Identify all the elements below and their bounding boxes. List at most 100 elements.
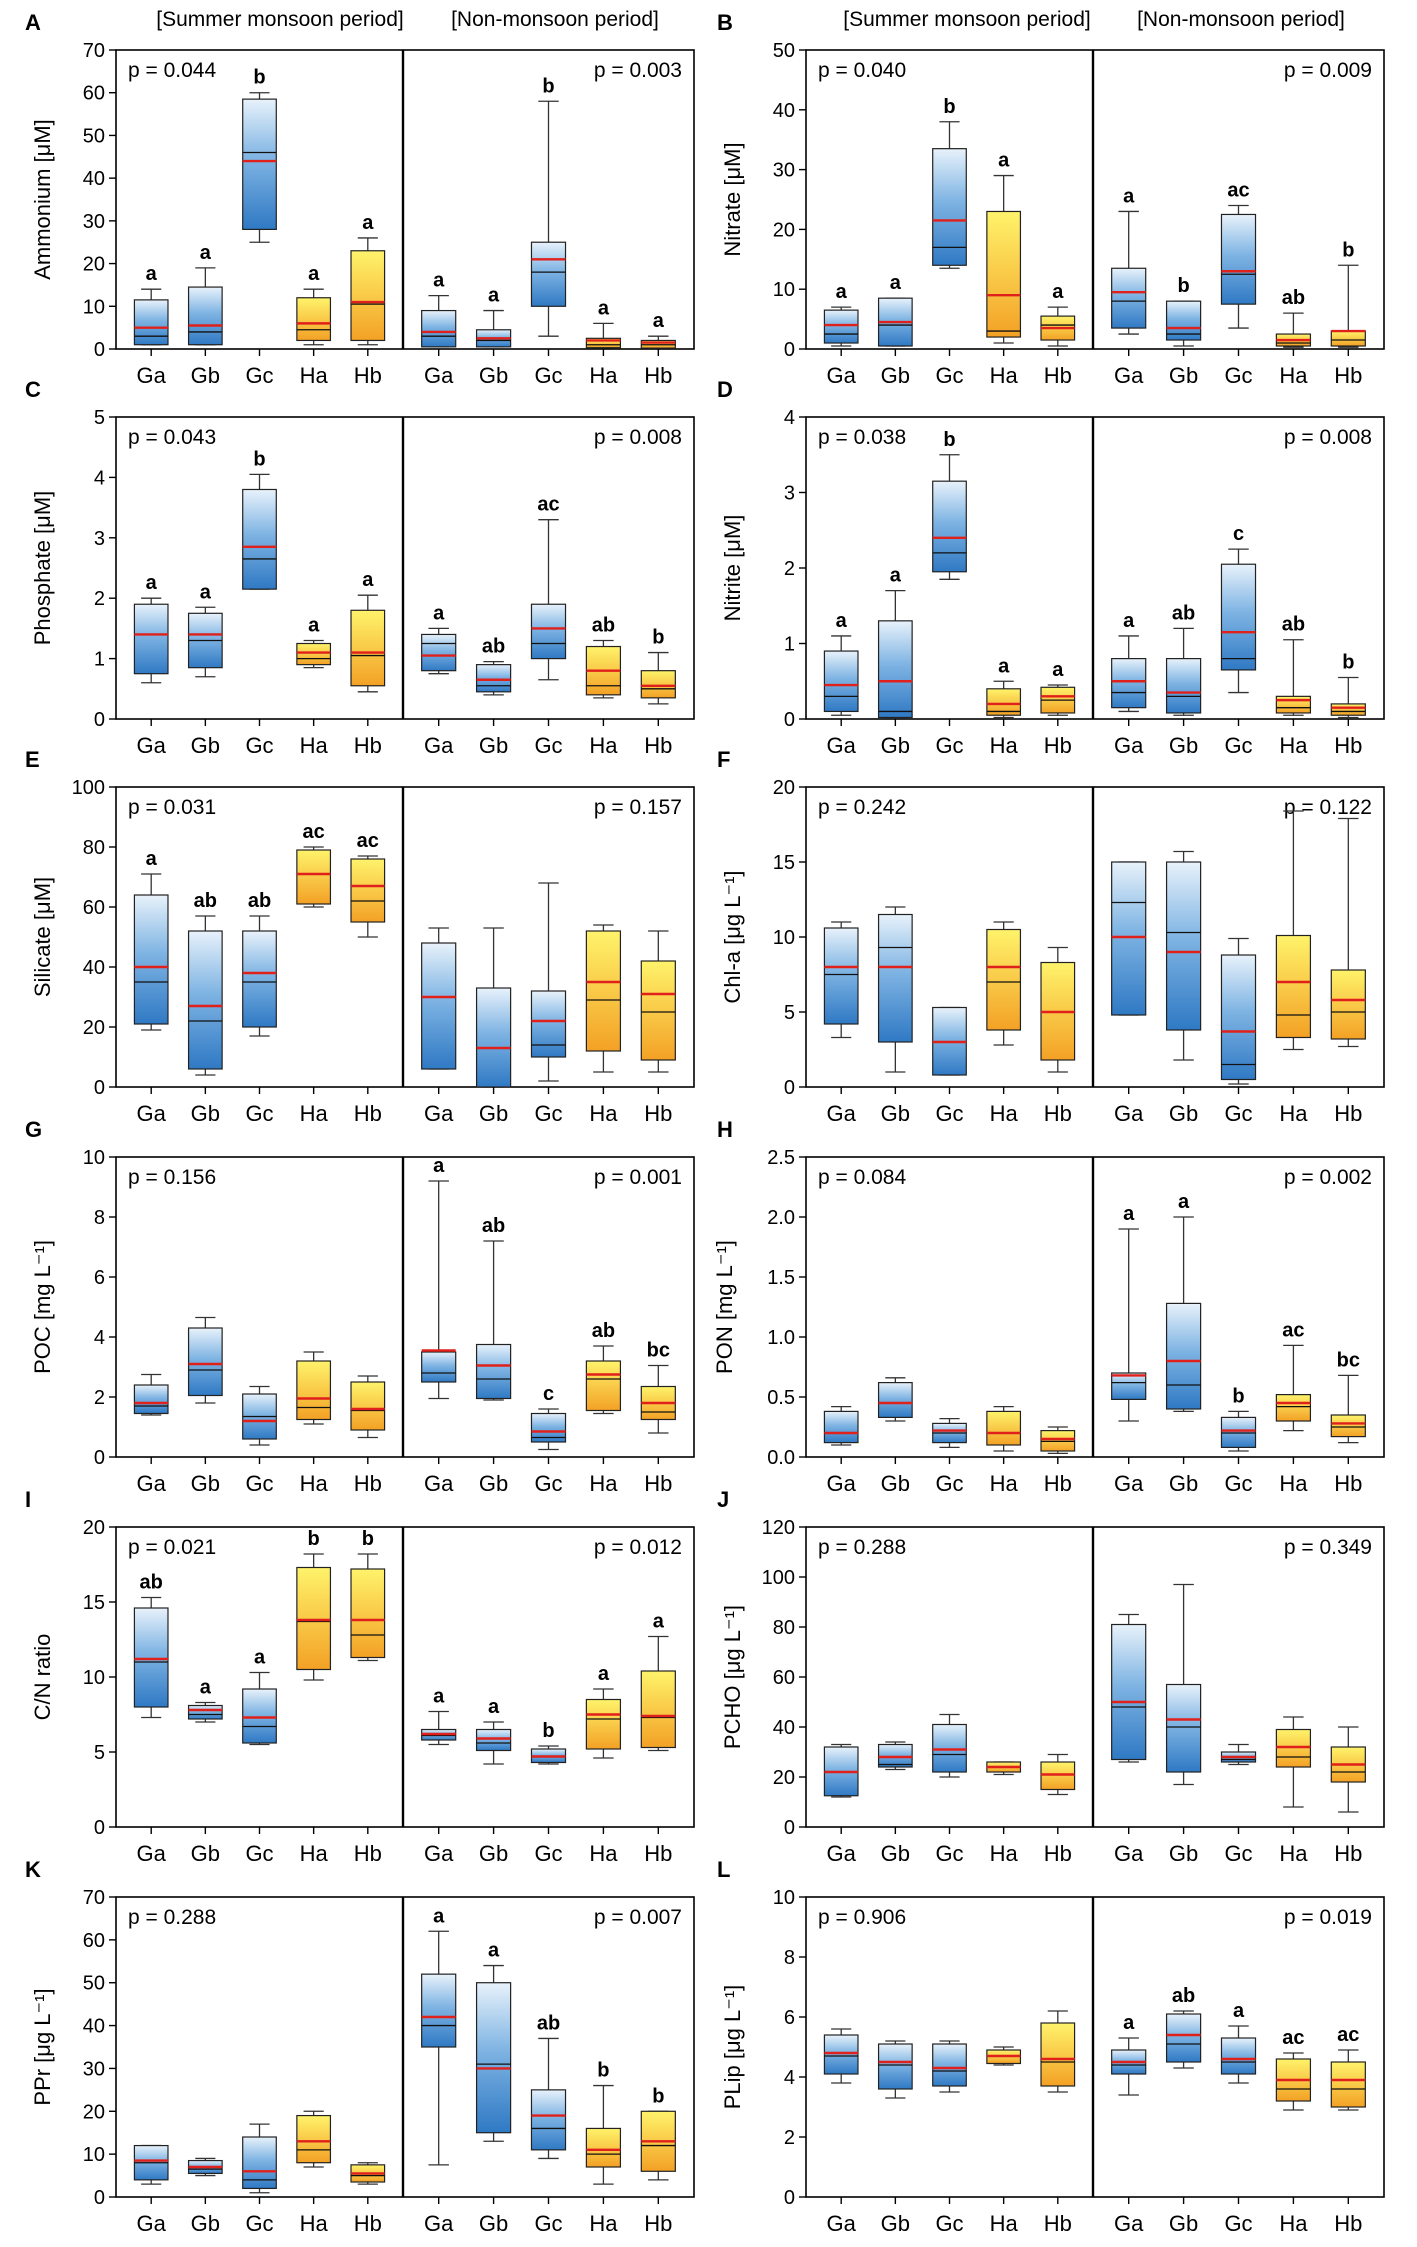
x-tick-label: Hb — [1044, 2211, 1072, 2236]
p-value: p = 0.019 — [1284, 1906, 1372, 1929]
panel-letter: L — [717, 1857, 730, 1882]
box-Hb: Hb — [350, 2162, 386, 2236]
x-tick-label: Ha — [990, 1471, 1019, 1496]
box-Hb: b Hb — [1330, 651, 1366, 758]
y-tick-label: 40 — [773, 100, 795, 122]
y-tick-label: 40 — [83, 957, 105, 979]
box-Hb: Hb — [1040, 1426, 1076, 1496]
x-tick-label: Gb — [881, 1841, 910, 1866]
y-tick-label: 0 — [784, 2187, 795, 2209]
x-tick-label: Ha — [1279, 733, 1308, 758]
x-tick-label: Gc — [245, 1471, 273, 1496]
significance-letter: ab — [1172, 1985, 1195, 2007]
box-Ga: Ga — [823, 921, 859, 1126]
p-value: p = 0.044 — [128, 59, 216, 82]
x-tick-label: Gc — [245, 363, 273, 388]
box-Ga: a Ga — [823, 281, 859, 388]
y-tick-label: 40 — [773, 1717, 795, 1739]
significance-letter: a — [254, 1647, 266, 1669]
x-tick-label: Ha — [990, 1101, 1019, 1126]
p-value: p = 0.007 — [594, 1906, 682, 1929]
box-Ga: Ga — [421, 927, 457, 1126]
box-Ha: Ha — [986, 921, 1022, 1126]
x-tick-label: Ga — [424, 1101, 454, 1126]
x-tick-label: Ga — [827, 1841, 857, 1866]
p-value: p = 0.043 — [128, 426, 216, 449]
box-Hb: b Hb — [350, 1528, 386, 1866]
box-Hb: Hb — [640, 930, 676, 1126]
y-tick-label: 50 — [83, 125, 105, 147]
box-iqr — [986, 210, 1022, 338]
y-tick-label: 3 — [94, 528, 105, 550]
box-iqr — [932, 148, 967, 266]
y-tick-label: 10 — [83, 1147, 105, 1169]
box-Hb: ac Hb — [1330, 2024, 1366, 2236]
x-tick-label: Hb — [1334, 2211, 1362, 2236]
box-iqr — [242, 98, 277, 230]
box-Gc: b Gc — [530, 75, 567, 388]
y-tick-label: 1 — [94, 649, 105, 671]
significance-letter: b — [597, 2060, 609, 2082]
x-tick-label: Ha — [1279, 1101, 1308, 1126]
y-axis-label: Nitrate [μM] — [720, 142, 745, 256]
significance-letter: a — [433, 1155, 445, 1177]
y-tick-label: 10 — [773, 1887, 795, 1909]
panel-letter: B — [717, 10, 733, 35]
x-tick-label: Hb — [354, 1471, 382, 1496]
x-tick-label: Gc — [1224, 1841, 1252, 1866]
y-tick-label: 30 — [83, 211, 105, 233]
p-value: p = 0.242 — [818, 796, 906, 819]
significance-letter: a — [836, 610, 848, 632]
box-Gb: Gb — [1165, 850, 1202, 1126]
x-tick-label: Gc — [935, 2211, 963, 2236]
significance-letter: ab — [482, 1215, 505, 1237]
x-tick-label: Hb — [354, 363, 382, 388]
box-Gb: a Gb — [187, 242, 223, 388]
x-tick-label: Gb — [1169, 2211, 1198, 2236]
panel-letter: A — [25, 10, 41, 35]
box-Ha: b Ha — [296, 1528, 332, 1866]
x-tick-label: Gb — [479, 733, 508, 758]
box-iqr — [1111, 1623, 1147, 1761]
box-Hb: Hb — [1040, 2010, 1076, 2236]
y-tick-label: 4 — [94, 1327, 105, 1349]
x-tick-label: Gb — [881, 363, 910, 388]
box-Ga: a Ga — [1111, 2012, 1147, 2236]
box-Gb: Gb — [877, 906, 913, 1126]
significance-letter: a — [488, 1940, 500, 1962]
box-Ha: ab Ha — [585, 1320, 622, 1496]
y-tick-label: 60 — [83, 1930, 105, 1952]
box-Ha: Ha — [1275, 810, 1312, 1126]
box-Hb: Hb — [1040, 1753, 1076, 1866]
y-tick-label: 20 — [773, 1767, 795, 1789]
x-tick-label: Gc — [935, 1471, 963, 1496]
x-tick-label: Gb — [479, 1101, 508, 1126]
y-tick-label: 4 — [784, 2067, 795, 2089]
box-Ha: a Ha — [986, 655, 1022, 758]
p-value: p = 0.002 — [1284, 1166, 1372, 1189]
y-tick-label: 0 — [94, 1447, 105, 1469]
box-iqr — [640, 960, 676, 1061]
x-tick-label: Gc — [534, 363, 562, 388]
y-tick-label: 0 — [784, 709, 795, 731]
plot-frame — [115, 1896, 695, 2198]
box-Gb: b Gb — [1165, 275, 1202, 388]
significance-letter: ab — [537, 2012, 560, 2034]
x-tick-label: Gc — [245, 1841, 273, 1866]
significance-letter: a — [362, 212, 374, 234]
box-iqr — [187, 286, 223, 346]
box-Ga: Ga — [133, 2144, 169, 2236]
period-group: p = 0.084 Ga Gb Gc Ha Hb — [818, 1166, 1076, 1496]
box-iqr — [1111, 267, 1147, 329]
significance-letter: b — [542, 1720, 554, 1742]
p-value: p = 0.031 — [128, 796, 216, 819]
period-group: p = 0.019 a Ga ab Gb a Gc ac Ha ac Hb — [1111, 1906, 1372, 2236]
box-Gb: ab Gb — [475, 1215, 512, 1496]
box-Ha: Ha — [986, 2046, 1022, 2236]
x-tick-label: Ha — [300, 1101, 329, 1126]
significance-letter: b — [253, 67, 265, 89]
y-tick-label: 100 — [762, 1567, 795, 1589]
box-Gc: c Gc — [530, 1383, 567, 1496]
significance-letter: a — [308, 614, 320, 636]
